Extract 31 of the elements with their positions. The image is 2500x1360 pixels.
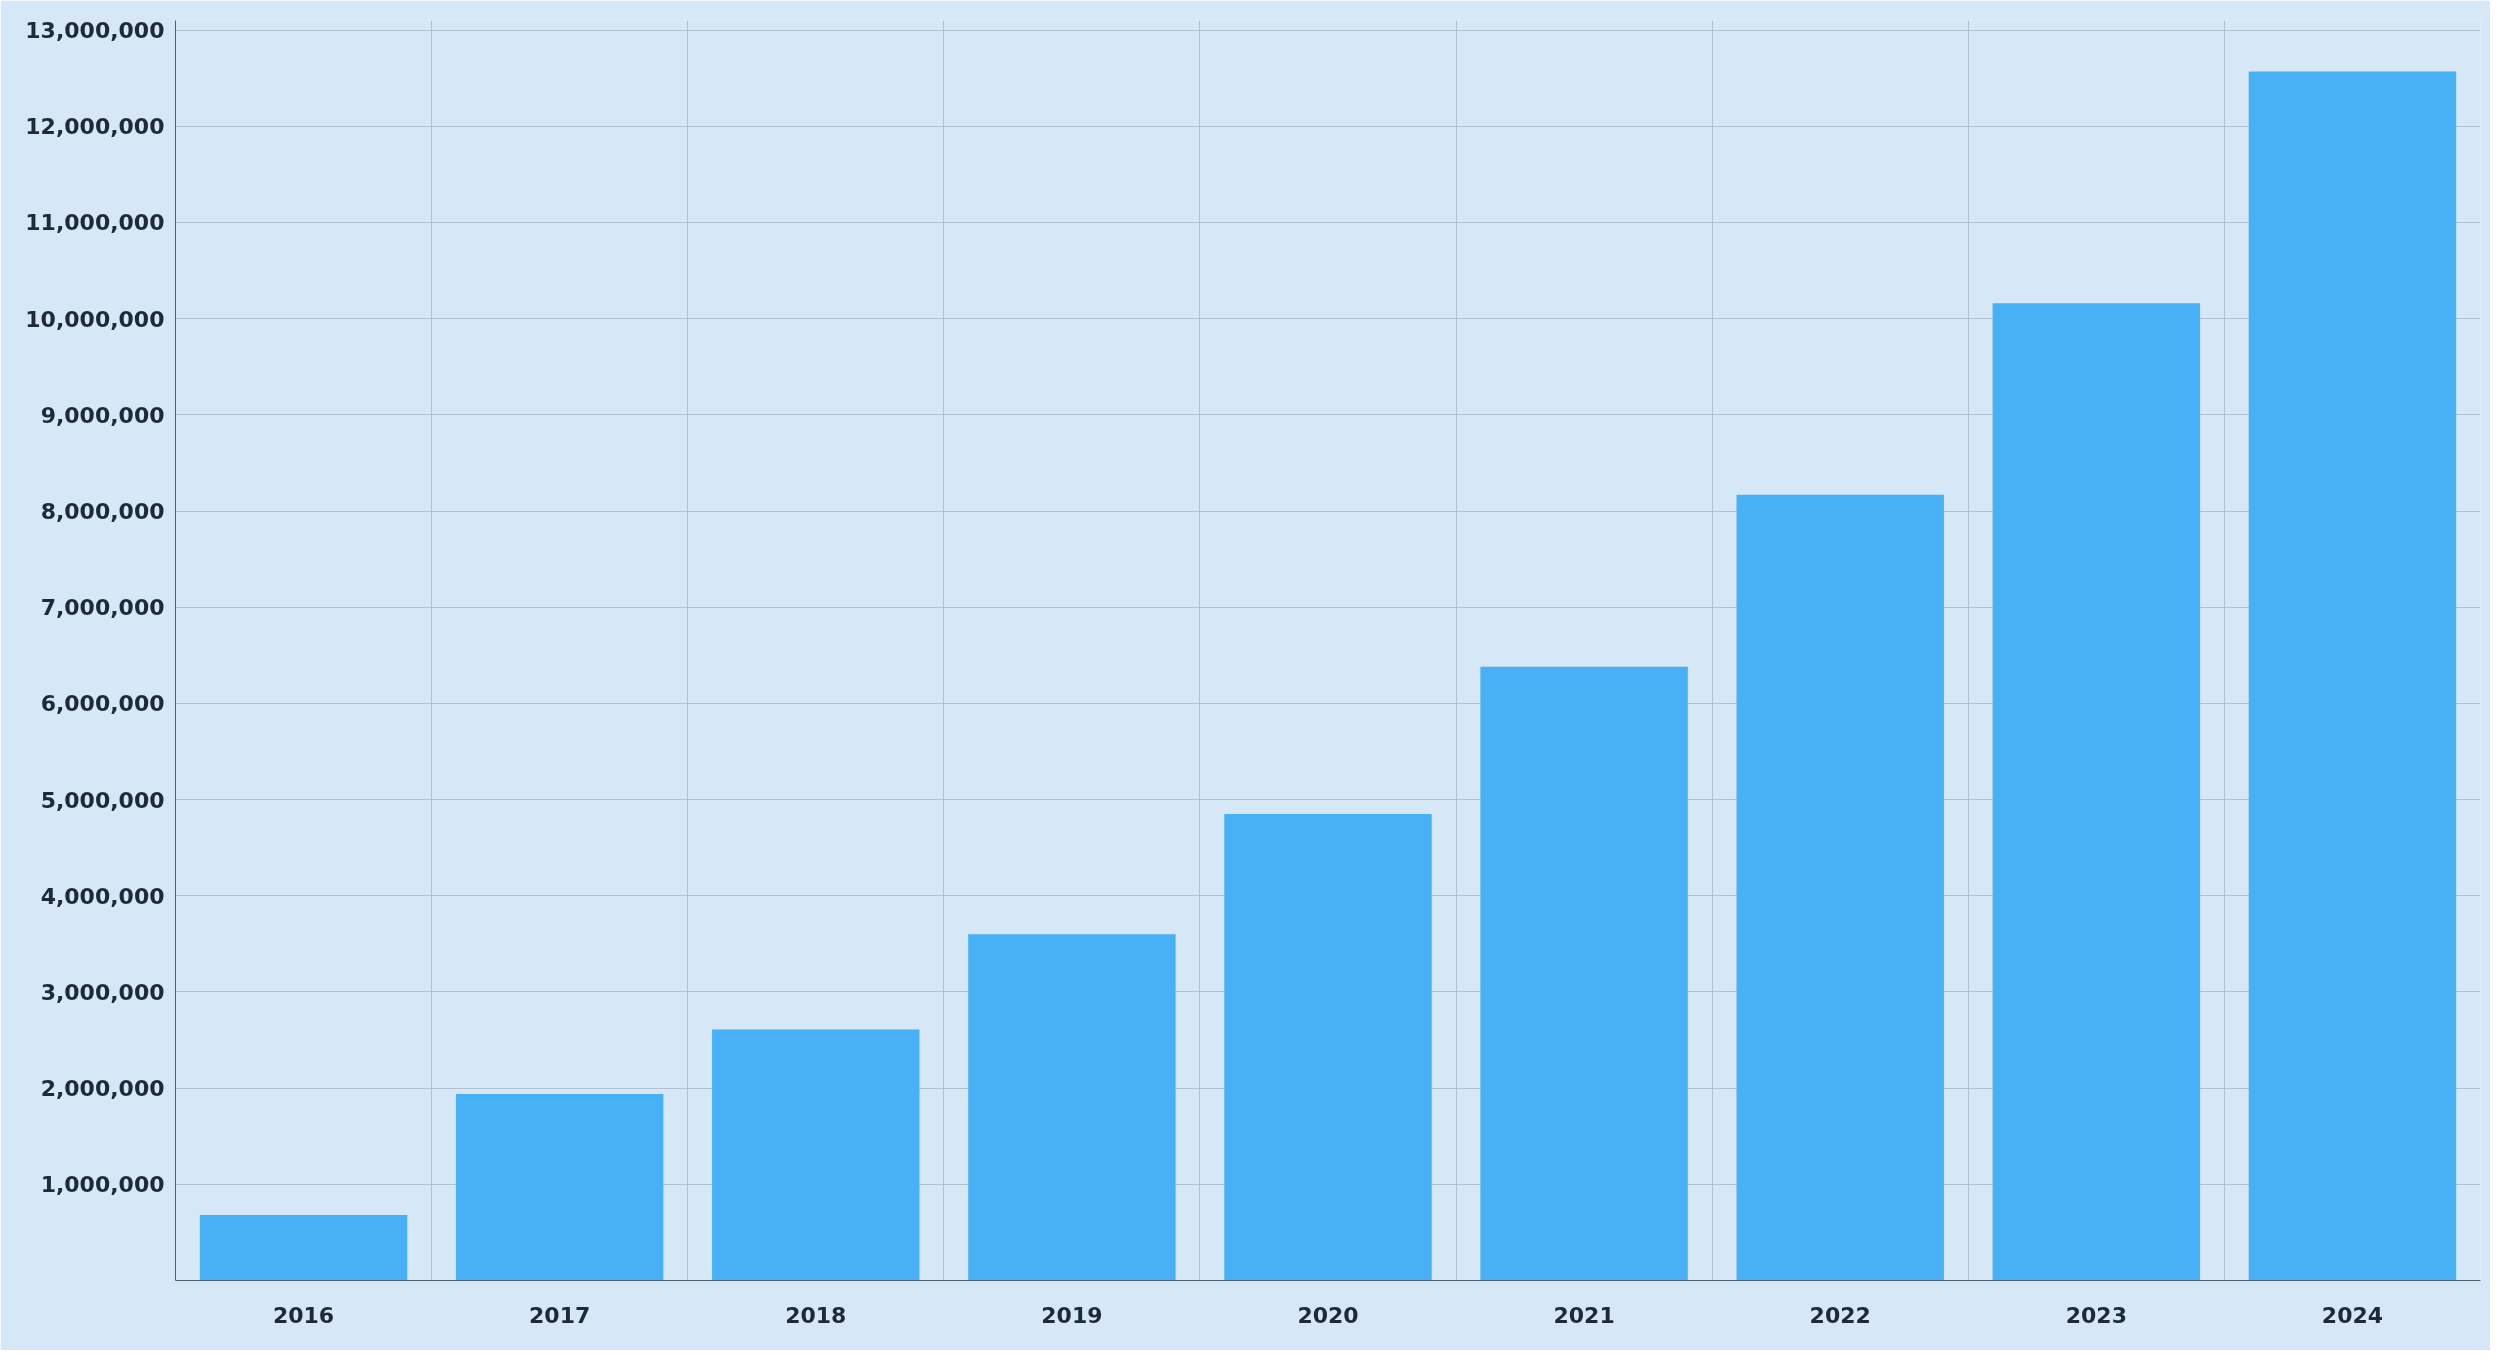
bar [1992, 303, 2201, 1281]
x-tick-label: 2020 [1297, 1302, 1359, 1328]
x-tick-label: 2017 [529, 1302, 591, 1328]
bar [968, 934, 1176, 1281]
y-tick-label: 1,000,000 [40, 1172, 165, 1198]
y-tick-label: 12,000,000 [25, 114, 165, 140]
y-tick-label: 2,000,000 [40, 1076, 165, 1102]
x-tick-label: 2023 [2065, 1302, 2127, 1328]
x-tick-label: 2018 [785, 1302, 847, 1328]
bar [1736, 494, 1944, 1281]
y-tick-label: 9,000,000 [40, 402, 165, 428]
bar [199, 1215, 408, 1281]
y-tick-label: 8,000,000 [40, 499, 165, 525]
x-tick-label: 2016 [272, 1302, 335, 1328]
x-tick-label: 2022 [1809, 1302, 1871, 1328]
bar [455, 1093, 664, 1281]
y-tick-label: 13,000,000 [25, 18, 165, 44]
bar [1224, 814, 1432, 1281]
bar [2248, 71, 2457, 1281]
y-tick-label: 7,000,000 [40, 595, 165, 621]
y-tick-label: 5,000,000 [40, 787, 165, 813]
x-tick-label: 2019 [1041, 1302, 1103, 1328]
bar [1480, 666, 1688, 1281]
y-tick-label: 10,000,000 [25, 306, 165, 332]
y-tick-label: 4,000,000 [40, 883, 165, 909]
y-tick-label: 6,000,000 [40, 691, 165, 717]
bar [712, 1029, 920, 1281]
x-tick-label: 2021 [1553, 1302, 1615, 1328]
y-tick-label: 3,000,000 [40, 979, 165, 1005]
x-tick-label: 2024 [2321, 1302, 2384, 1328]
y-tick-label: 11,000,000 [25, 210, 165, 236]
